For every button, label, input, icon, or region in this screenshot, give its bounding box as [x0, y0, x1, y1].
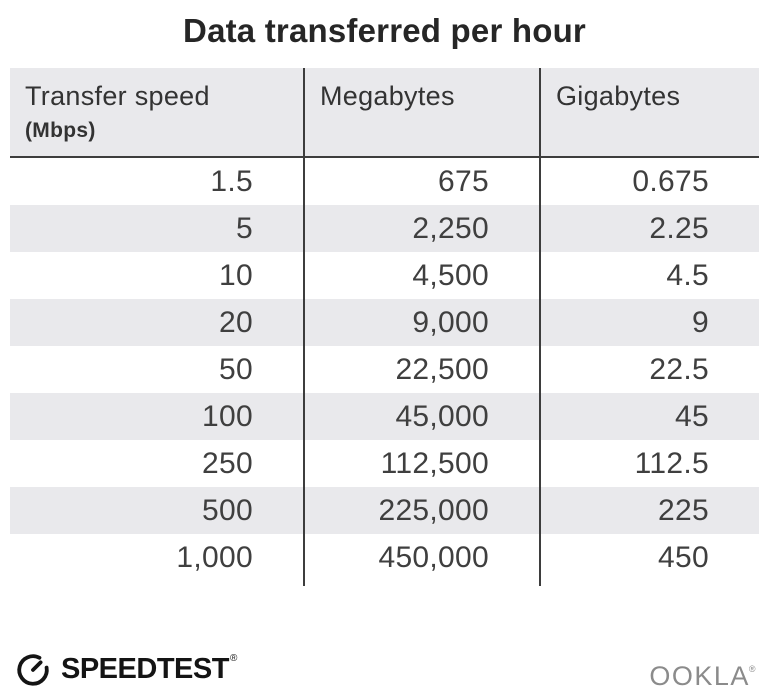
- cell-gigabytes: 9: [539, 299, 759, 346]
- cell-gigabytes: 112.5: [539, 440, 759, 487]
- cell-transfer-speed: 5: [236, 212, 253, 245]
- cell-megabytes: 22,500: [303, 346, 539, 393]
- cell-megabytes: 45,000: [303, 393, 539, 440]
- cell-transfer-speed: 1,000: [176, 541, 253, 574]
- cell-megabytes: 112,500: [303, 440, 539, 487]
- table-row: 20 9,000 9: [10, 299, 759, 346]
- data-table: Transfer speed (Mbps) Megabytes Gigabyte…: [10, 68, 759, 586]
- cell-gigabytes: 450: [539, 534, 759, 586]
- column-header-label: Gigabytes: [556, 81, 681, 111]
- table-header-row: Transfer speed (Mbps) Megabytes Gigabyte…: [10, 68, 759, 158]
- speedtest-wordmark: SPEEDTEST: [61, 652, 229, 685]
- cell-megabytes: 450,000: [303, 534, 539, 586]
- cell-gigabytes: 225: [539, 487, 759, 534]
- cell-megabytes: 4,500: [303, 252, 539, 299]
- column-header-megabytes: Megabytes: [303, 68, 539, 156]
- cell-megabytes: 9,000: [303, 299, 539, 346]
- speedtest-gauge-icon: [17, 654, 49, 686]
- cell-gigabytes: 45: [539, 393, 759, 440]
- table-row: 100 45,000 45: [10, 393, 759, 440]
- table-body: 1.5 675 0.675 5 2,250 2.25 10 4,500 4.5 …: [10, 158, 759, 586]
- ookla-trademark-symbol: ®: [748, 664, 757, 674]
- table-row: 50 22,500 22.5: [10, 346, 759, 393]
- cell-transfer-speed: 500: [202, 494, 253, 527]
- table-row: 500 225,000 225: [10, 487, 759, 534]
- cell-megabytes: 675: [303, 158, 539, 205]
- speedtest-trademark-symbol: ®: [229, 652, 238, 664]
- ookla-wordmark: OOKLA: [649, 661, 750, 691]
- cell-megabytes: 225,000: [303, 487, 539, 534]
- cell-transfer-speed: 20: [219, 306, 253, 339]
- cell-transfer-speed: 50: [219, 353, 253, 386]
- column-header-sublabel: (Mbps): [25, 119, 96, 142]
- table-row: 5 2,250 2.25: [10, 205, 759, 252]
- column-header-transfer-speed: Transfer speed (Mbps): [10, 68, 303, 156]
- cell-gigabytes: 4.5: [539, 252, 759, 299]
- cell-megabytes: 2,250: [303, 205, 539, 252]
- cell-gigabytes: 22.5: [539, 346, 759, 393]
- column-header-label: Transfer speed: [25, 81, 210, 111]
- table-row: 1,000 450,000 450: [10, 534, 759, 586]
- table-row: 1.5 675 0.675: [10, 158, 759, 205]
- column-header-label: Megabytes: [320, 81, 455, 111]
- column-header-gigabytes: Gigabytes: [539, 68, 759, 156]
- cell-transfer-speed: 1.5: [210, 165, 253, 198]
- cell-transfer-speed: 250: [202, 447, 253, 480]
- table-row: 250 112,500 112.5: [10, 440, 759, 487]
- cell-transfer-speed: 10: [219, 259, 253, 292]
- ookla-logo: OOKLA®: [649, 661, 757, 692]
- cell-gigabytes: 0.675: [539, 158, 759, 205]
- speedtest-logo: SPEEDTEST ®: [14, 650, 237, 688]
- page-title: Data transferred per hour: [183, 12, 586, 49]
- table-row: 10 4,500 4.5: [10, 252, 759, 299]
- cell-transfer-speed: 100: [202, 400, 253, 433]
- cell-gigabytes: 2.25: [539, 205, 759, 252]
